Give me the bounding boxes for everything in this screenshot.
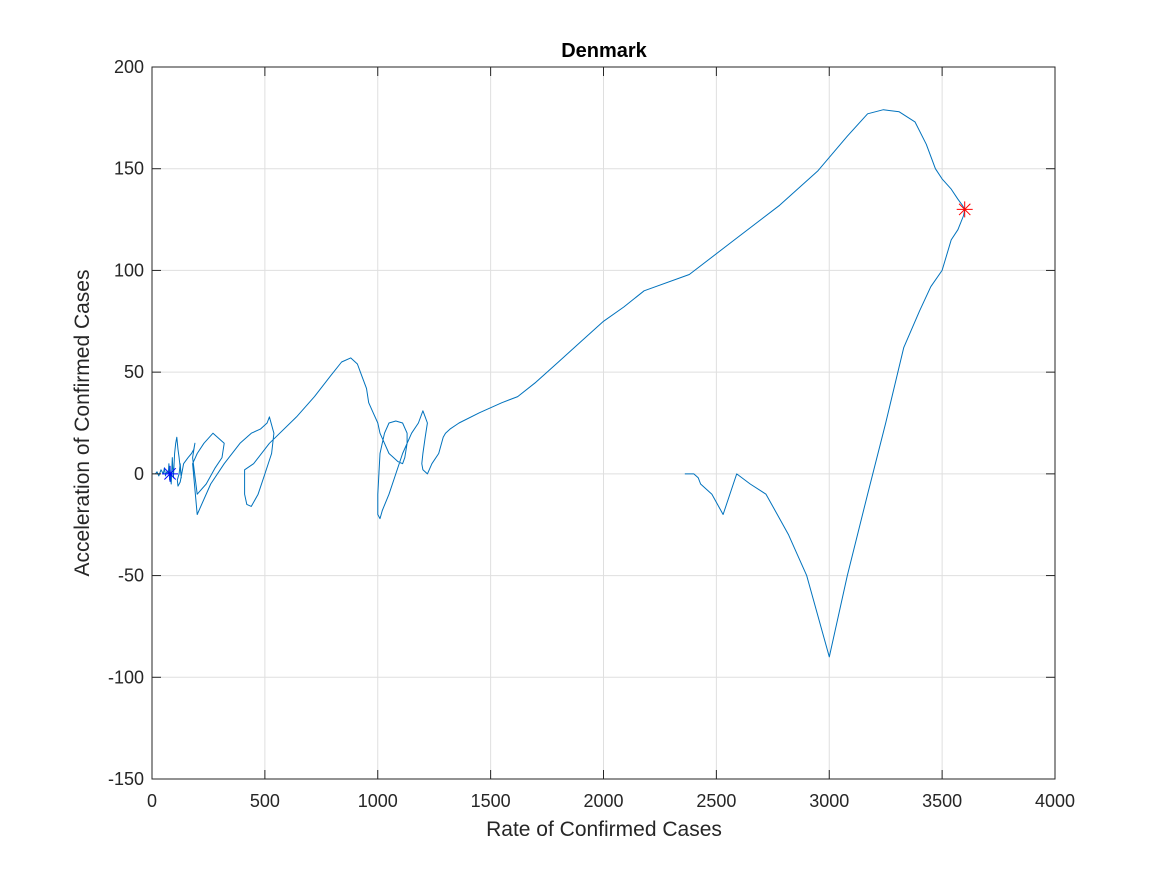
x-tick-label: 0	[147, 791, 157, 811]
y-tick-label: -150	[108, 769, 144, 789]
x-tick-label: 3500	[922, 791, 962, 811]
y-tick-label: 100	[114, 260, 144, 280]
x-tick-label: 1000	[358, 791, 398, 811]
y-tick-label: -50	[118, 566, 144, 586]
y-tick-label: 200	[114, 57, 144, 77]
x-tick-label: 2500	[696, 791, 736, 811]
x-axis-label: Rate of Confirmed Cases	[486, 818, 722, 841]
x-tick-label: 4000	[1035, 791, 1075, 811]
y-tick-label: 0	[134, 464, 144, 484]
x-tick-label: 3000	[809, 791, 849, 811]
x-tick-label: 1500	[471, 791, 511, 811]
x-tick-label: 2000	[583, 791, 623, 811]
x-tick-label: 500	[250, 791, 280, 811]
y-tick-label: 150	[114, 159, 144, 179]
end-marker	[957, 201, 973, 217]
start-marker	[162, 466, 178, 482]
y-tick-label: -100	[108, 667, 144, 687]
chart-title: Denmark	[561, 40, 647, 62]
y-tick-label: 50	[124, 362, 144, 382]
y-axis-label: Acceleration of Confirmed Cases	[71, 270, 94, 577]
